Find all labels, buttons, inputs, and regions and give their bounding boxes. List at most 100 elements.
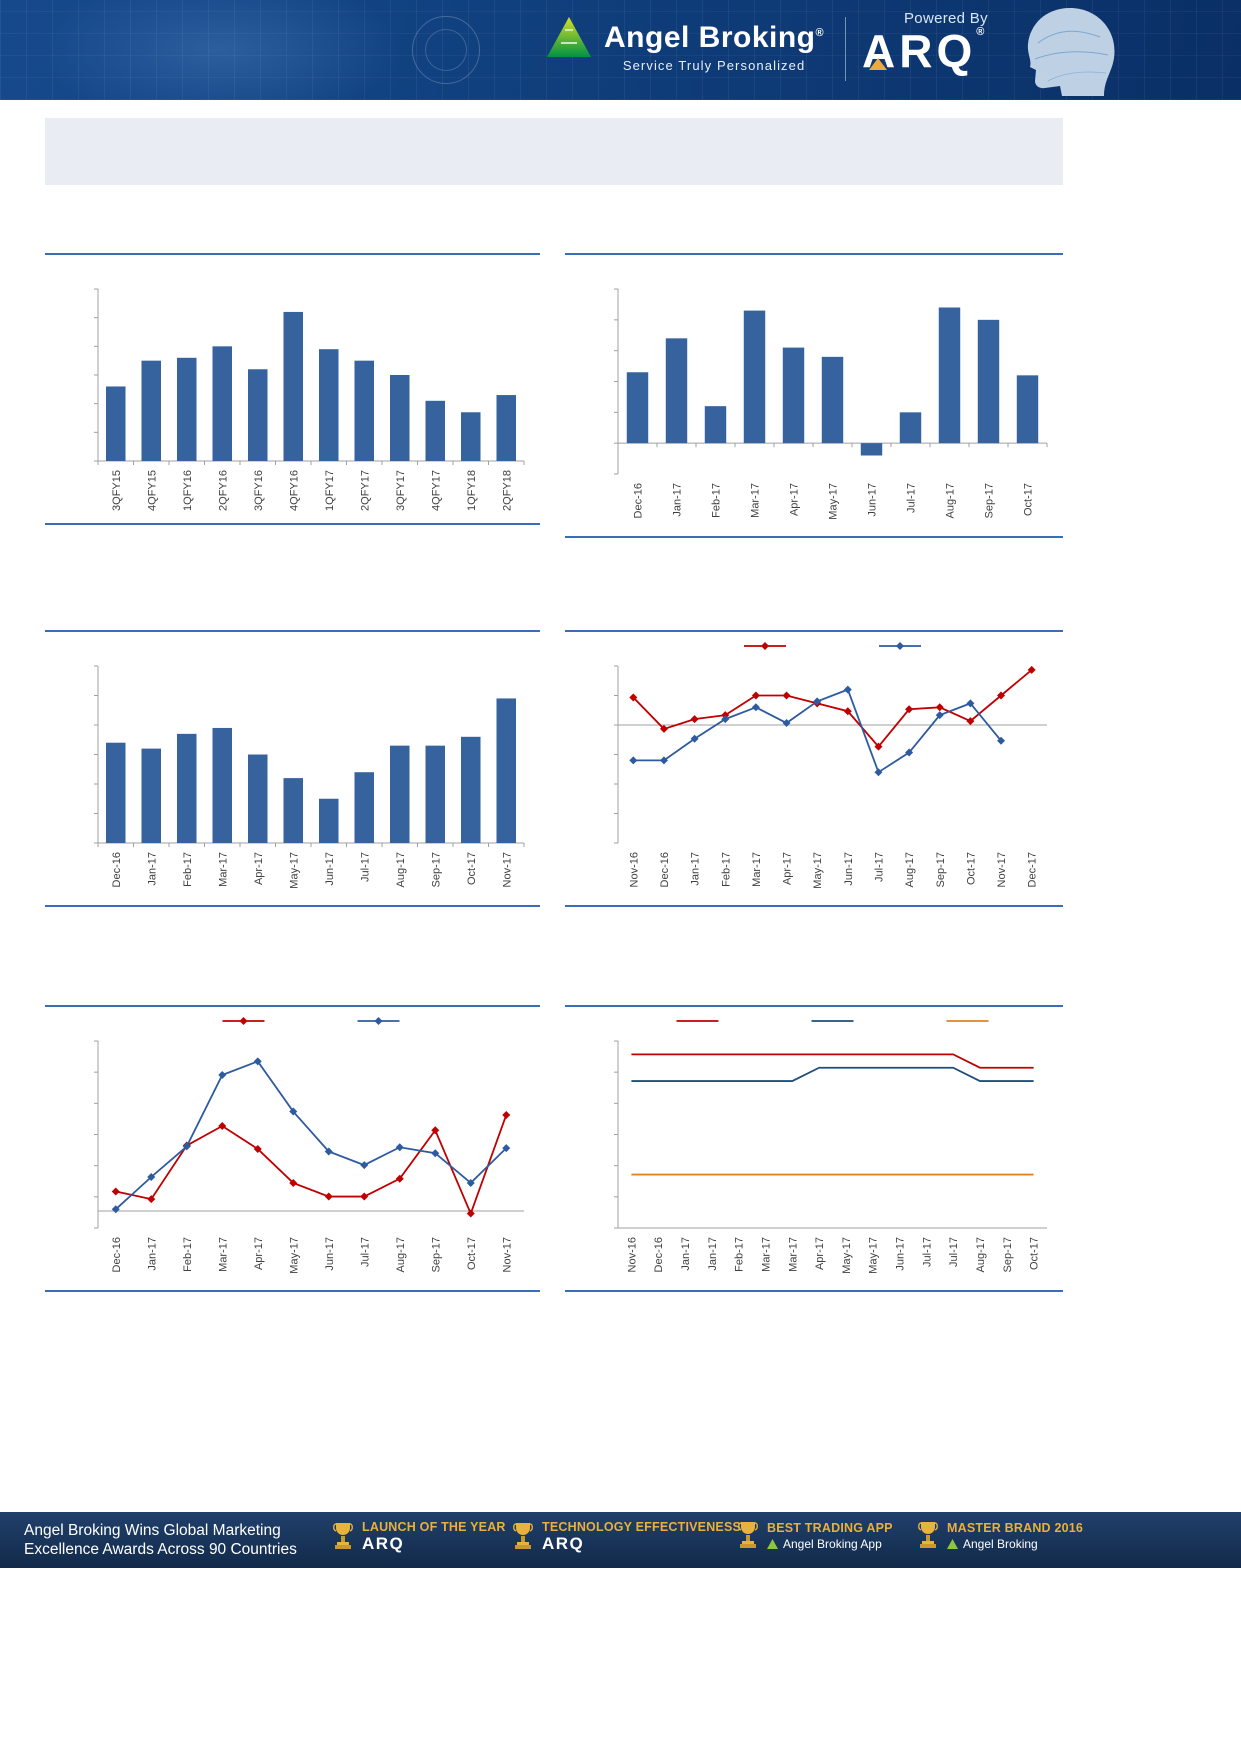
svg-text:Aug-17: Aug-17 [975,1237,987,1272]
svg-text:Jul-17: Jul-17 [948,1237,960,1267]
award-title: BEST TRADING APP [767,1521,893,1535]
svg-text:4QFY16: 4QFY16 [288,470,300,511]
arq-logo: Powered By ARQ® [862,10,988,75]
svg-text:Dec-17: Dec-17 [1027,852,1039,887]
chart-policy-rates-lines: Nov-16 Dec-16 Jan-17 Jan-17 Feb-17 Mar-17 Mar-… [565,1005,1063,1292]
svg-text:Dec-16: Dec-16 [111,852,123,887]
svg-text:Jun-17: Jun-17 [895,1237,907,1271]
svg-text:Feb-17: Feb-17 [720,852,732,887]
svg-text:Jan-17: Jan-17 [680,1237,692,1271]
svg-text:Aug-17: Aug-17 [395,852,407,887]
svg-text:Apr-17: Apr-17 [814,1237,826,1270]
robot-head-graphic [1027,8,1115,96]
svg-text:May-17: May-17 [868,1237,880,1274]
angel-triangle-icon [547,17,591,57]
chart-monthly-inflation-bars: Dec-16 Jan-17 Feb-17 Mar-17 Apr-17 May-17 Jun-… [45,630,540,907]
svg-text:Jul-17: Jul-17 [873,852,885,882]
svg-text:Nov-17: Nov-17 [996,852,1008,887]
svg-text:Apr-17: Apr-17 [782,852,794,885]
svg-text:Dec-16: Dec-16 [111,1237,123,1272]
svg-text:1QFY18: 1QFY18 [466,470,478,511]
svg-text:May-17: May-17 [288,852,300,889]
award-subtitle: Angel Broking App [783,1537,882,1551]
svg-text:May-17: May-17 [828,483,840,520]
svg-text:May-17: May-17 [288,1237,300,1274]
footer-headline: Angel Broking Wins Global Marketing Exce… [24,1521,297,1559]
svg-text:Aug-17: Aug-17 [395,1237,407,1272]
svg-text:May-17: May-17 [841,1237,853,1274]
svg-text:Apr-17: Apr-17 [789,483,801,516]
svg-text:Sep-17: Sep-17 [430,852,442,887]
powered-by-label: Powered By [904,10,988,27]
svg-text:Feb-17: Feb-17 [711,483,723,518]
svg-text:Mar-17: Mar-17 [751,852,763,887]
circle-motif [412,16,480,84]
svg-text:Oct-17: Oct-17 [1029,1237,1041,1270]
svg-text:Jan-17: Jan-17 [690,852,702,886]
trophy-icon [333,1523,353,1549]
svg-text:Feb-17: Feb-17 [734,1237,746,1272]
svg-text:1QFY16: 1QFY16 [182,470,194,511]
svg-text:Apr-17: Apr-17 [253,1237,265,1270]
svg-text:Dec-16: Dec-16 [633,483,645,518]
title-banner [45,118,1063,185]
svg-text:Jul-17: Jul-17 [921,1237,933,1267]
svg-text:Apr-17: Apr-17 [253,852,265,885]
trophy-icon [738,1522,758,1548]
award-subtitle: ARQ [362,1534,405,1553]
chart-plot-area: Dec-16 Jan-17 Feb-17 Mar-17 Apr-17 May-17 Jun-… [45,1007,540,1290]
svg-text:Oct-17: Oct-17 [1023,483,1035,516]
svg-text:Jan-17: Jan-17 [672,483,684,517]
svg-text:2QFY17: 2QFY17 [359,470,371,511]
svg-text:Mar-17: Mar-17 [217,852,229,887]
svg-text:Mar-17: Mar-17 [217,1237,229,1272]
chart-plot-area: Nov-16 Dec-16 Jan-17 Jan-17 Feb-17 Mar-17 Mar-… [565,1007,1063,1290]
chart-monthly-iip-bars: Dec-16 Jan-17 Feb-17 Mar-17 Apr-17 May-17 Jun-… [565,253,1063,538]
award-best-trading-app: BEST TRADING APP Angel Broking App [737,1520,893,1552]
svg-text:2QFY16: 2QFY16 [217,470,229,511]
svg-text:Jun-17: Jun-17 [843,852,855,886]
svg-text:Feb-17: Feb-17 [182,852,194,887]
chart-plot-area: Nov-16 Dec-16 Jan-17 Feb-17 Mar-17 Apr-17 May-… [565,632,1063,905]
angel-logo-icon [947,1539,958,1549]
angel-logo-icon [767,1539,778,1549]
svg-text:1QFY17: 1QFY17 [324,470,336,511]
svg-text:Dec-16: Dec-16 [653,1237,665,1272]
award-master-brand-2016: MASTER BRAND 2016 Angel Broking [917,1520,1083,1552]
svg-text:Jan-17: Jan-17 [146,852,158,886]
arq-wordmark: ARQ® [862,25,989,77]
award-title: TECHNOLOGY EFFECTIVENESS [542,1520,742,1534]
svg-text:Sep-17: Sep-17 [935,852,947,887]
award-title: MASTER BRAND 2016 [947,1521,1084,1535]
registered-mark: ® [976,26,989,38]
svg-text:Aug-17: Aug-17 [945,483,957,518]
svg-text:Dec-16: Dec-16 [659,852,671,887]
trophy-icon [513,1523,533,1549]
svg-text:Feb-17: Feb-17 [182,1237,194,1272]
svg-text:Mar-17: Mar-17 [787,1237,799,1272]
svg-text:Oct-17: Oct-17 [965,852,977,885]
footer: Angel Broking Wins Global Marketing Exce… [0,1512,1241,1568]
svg-text:Jul-17: Jul-17 [359,852,371,882]
svg-text:Jun-17: Jun-17 [867,483,879,517]
chart-dual-line-trend: Dec-16 Jan-17 Feb-17 Mar-17 Apr-17 May-17 Jun-… [45,1005,540,1292]
svg-text:Sep-17: Sep-17 [984,483,996,518]
chart-quarterly-gdp-bars: 3QFY15 4QFY15 1QFY16 2QFY16 3QFY16 4QFY16 1QFY… [45,253,540,525]
svg-text:Nov-17: Nov-17 [501,852,513,887]
svg-text:Aug-17: Aug-17 [904,852,916,887]
brand-tagline: Service Truly Personalized [622,58,806,73]
footer-headline-line2: Excellence Awards Across 90 Countries [24,1541,297,1558]
svg-text:Jul-17: Jul-17 [359,1237,371,1267]
svg-text:Jun-17: Jun-17 [324,1237,336,1271]
award-subtitle: Angel Broking [963,1537,1038,1551]
trophy-icon [918,1522,938,1548]
chart-plot-area: Dec-16 Jan-17 Feb-17 Mar-17 Apr-17 May-17 Jun-… [565,255,1063,536]
svg-text:Jan-17: Jan-17 [707,1237,719,1271]
svg-text:3QFY17: 3QFY17 [395,470,407,511]
svg-text:4QFY15: 4QFY15 [146,470,158,511]
award-launch-of-the-year: LAUNCH OF THE YEAR ARQ [332,1520,506,1554]
svg-text:3QFY15: 3QFY15 [111,470,123,511]
footer-headline-line1: Angel Broking Wins Global Marketing [24,1522,281,1539]
svg-text:2QFY18: 2QFY18 [501,470,513,511]
brand-name: Angel Broking® [604,21,825,54]
